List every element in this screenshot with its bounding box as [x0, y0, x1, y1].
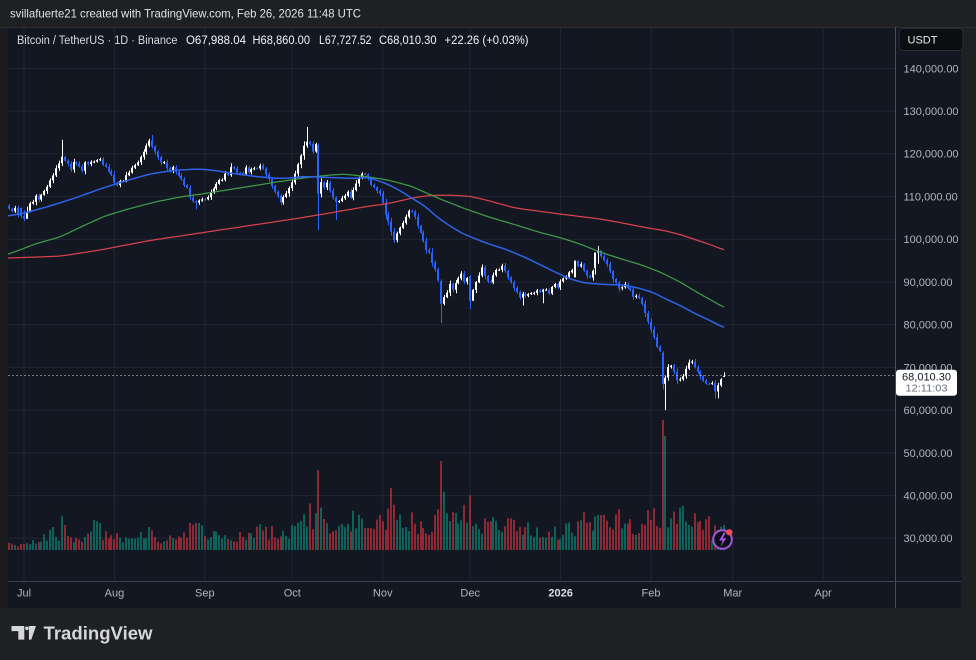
svg-text:50,000.00: 50,000.00 [904, 448, 953, 460]
svg-text:USDT: USDT [908, 34, 938, 46]
svg-text:+22.26 (+0.03%): +22.26 (+0.03%) [445, 35, 529, 47]
svg-text:80,000.00: 80,000.00 [904, 320, 953, 332]
svg-text:Mar: Mar [723, 588, 742, 600]
svg-text:130,000.00: 130,000.00 [904, 106, 959, 118]
svg-text:12:11:03: 12:11:03 [906, 384, 948, 395]
svg-text:O67,988.04: O67,988.04 [186, 35, 247, 47]
svg-text:Sep: Sep [195, 588, 215, 600]
svg-text:140,000.00: 140,000.00 [904, 63, 959, 75]
svg-text:90,000.00: 90,000.00 [904, 277, 953, 289]
svg-text:Nov: Nov [373, 588, 393, 600]
svg-text:TradingView: TradingView [44, 623, 154, 643]
svg-text:L67,727.52: L67,727.52 [319, 35, 372, 47]
svg-text:Jul: Jul [17, 588, 31, 600]
svg-text:68,010.30: 68,010.30 [902, 372, 951, 384]
svg-text:C68,010.30: C68,010.30 [379, 35, 437, 47]
svg-text:120,000.00: 120,000.00 [904, 149, 959, 161]
svg-text:Dec: Dec [460, 588, 480, 600]
svg-text:Bitcoin / TetherUS · 1D · Bina: Bitcoin / TetherUS · 1D · Binance [17, 35, 178, 47]
svg-text:Aug: Aug [105, 588, 125, 600]
svg-text:30,000.00: 30,000.00 [904, 533, 953, 545]
svg-text:svillafuerte21 created with Tr: svillafuerte21 created with TradingView.… [10, 7, 361, 21]
svg-text:Feb: Feb [642, 588, 661, 600]
svg-text:60,000.00: 60,000.00 [904, 405, 953, 417]
svg-text:100,000.00: 100,000.00 [904, 234, 959, 246]
svg-text:Oct: Oct [284, 588, 301, 600]
svg-text:2026: 2026 [548, 588, 572, 600]
svg-text:Apr: Apr [815, 588, 832, 600]
svg-text:110,000.00: 110,000.00 [904, 192, 958, 204]
svg-text:H68,860.00: H68,860.00 [253, 35, 311, 47]
svg-text:40,000.00: 40,000.00 [904, 491, 953, 503]
